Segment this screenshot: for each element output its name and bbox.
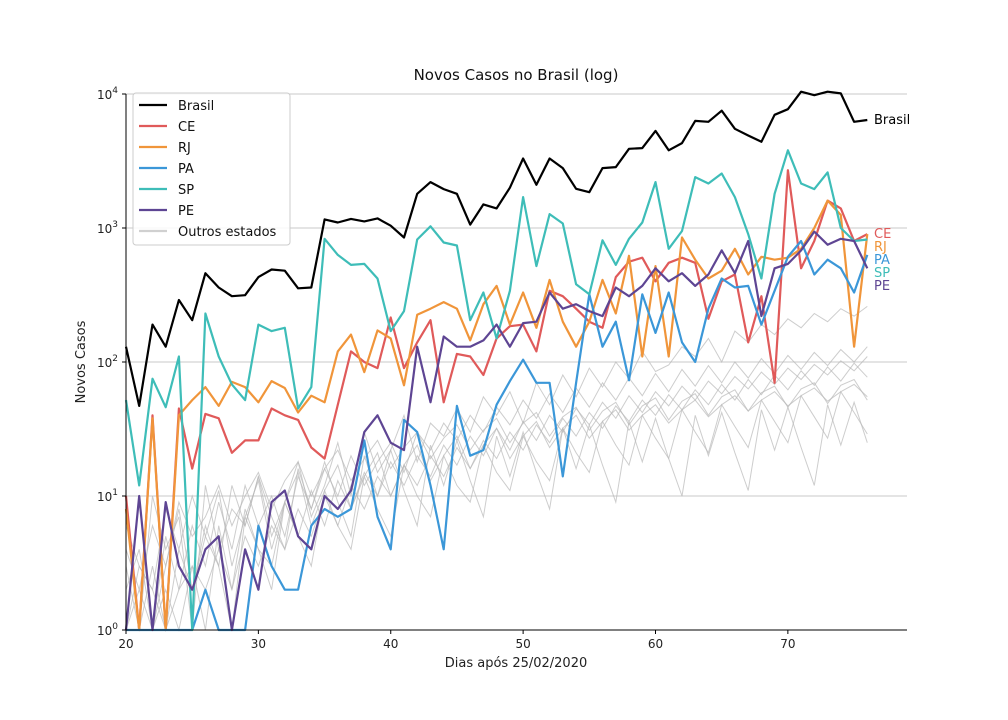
- x-tick-label: 40: [383, 637, 398, 651]
- y-tick-exponent: 2: [112, 354, 118, 364]
- series-line-pe: [124, 230, 869, 632]
- other-state-line: [126, 362, 868, 632]
- end-label-sp: SP: [874, 266, 890, 281]
- legend-label: RJ: [178, 141, 191, 156]
- other-state-line: [125, 400, 868, 592]
- x-tick-label: 50: [515, 637, 530, 651]
- main-series-lines: [124, 90, 869, 632]
- legend: Brasil CE RJ PA SP PE Outros estados: [132, 92, 291, 246]
- other-state-line: [125, 378, 868, 592]
- series-line-pa: [126, 239, 869, 632]
- x-tick-label: 30: [251, 637, 266, 651]
- x-tick-label: 70: [780, 637, 795, 651]
- end-label-pe: PE: [874, 279, 890, 294]
- series-line-brasil: [124, 90, 868, 407]
- legend-label: PA: [178, 162, 194, 177]
- legend-label: PE: [178, 204, 194, 219]
- y-tick-exponent: 3: [112, 220, 118, 230]
- x-ticks: 20 30 40 50 60 70: [118, 630, 796, 651]
- legend-label: Outros estados: [178, 225, 277, 240]
- y-axis-label: Novos Casos: [74, 320, 89, 403]
- other-states-lines: [125, 305, 868, 632]
- end-label-brasil: Brasil: [874, 113, 910, 128]
- other-state-line: [125, 390, 868, 631]
- other-state-line: [125, 383, 868, 631]
- x-tick-label: 20: [118, 637, 133, 651]
- x-axis-label: Dias após 25/02/2020: [445, 656, 588, 671]
- legend-label: Brasil: [178, 99, 214, 114]
- legend-label: SP: [178, 183, 194, 198]
- y-tick-exponent: 1: [112, 488, 118, 498]
- legend-box: [132, 92, 291, 246]
- series-line-sp: [124, 149, 868, 632]
- y-tick-exponent: 4: [112, 86, 118, 96]
- series-line-rj: [124, 199, 869, 632]
- x-tick-label: 60: [648, 637, 663, 651]
- end-label-rj: RJ: [874, 240, 887, 255]
- y-tick-exponent: 0: [112, 622, 118, 632]
- end-label-ce: CE: [874, 227, 891, 242]
- legend-label: CE: [178, 120, 195, 135]
- end-label-pa: PA: [874, 253, 890, 268]
- chart-title: Novos Casos no Brasil (log): [414, 66, 619, 84]
